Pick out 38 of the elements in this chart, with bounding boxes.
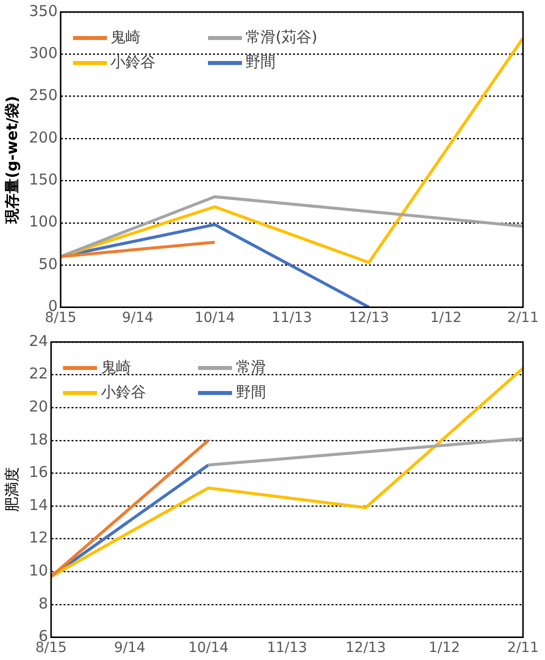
legend-label: 常滑: [236, 358, 266, 377]
y-tick-label: 24: [28, 332, 48, 350]
y-tick-label: 14: [28, 496, 48, 514]
y-tick-label: 18: [28, 430, 48, 448]
legend-label: 鬼崎: [110, 28, 141, 47]
y-tick-label: 100: [28, 212, 58, 231]
y-axis-title: 現存量(g-wet/袋): [2, 96, 21, 224]
legend-label: 野間: [236, 383, 266, 402]
legend-label: 常滑(苅谷): [246, 28, 318, 47]
y-tick-label: 250: [28, 86, 58, 104]
y-tick-label: 10: [28, 561, 48, 580]
legend-label: 野間: [246, 53, 276, 72]
y-tick-label: 200: [28, 128, 58, 146]
x-tick-label: 12/13: [348, 310, 390, 326]
y-tick-label: 16: [28, 463, 48, 482]
legend-label: 小鈴谷: [101, 383, 146, 402]
legend-label: 小鈴谷: [110, 53, 156, 72]
x-tick-label: 9/14: [114, 640, 146, 656]
legend-label: 鬼崎: [101, 358, 132, 377]
x-tick-label: 9/14: [122, 310, 154, 326]
x-tick-label: 2/11: [507, 640, 539, 656]
y-tick-label: 12: [28, 528, 48, 547]
x-tick-label: 12/13: [346, 640, 386, 656]
y-tick-label: 150: [28, 170, 58, 189]
y-tick-label: 300: [28, 44, 58, 62]
x-tick-label: 10/14: [194, 310, 236, 326]
x-tick-label: 11/13: [272, 310, 312, 326]
y-tick-label: 50: [38, 254, 58, 273]
y-axis-title: 肥満度: [2, 467, 21, 512]
y-tick-label: 350: [28, 2, 58, 20]
y-tick-label: 22: [28, 364, 48, 383]
x-tick-label: 10/14: [188, 640, 229, 656]
y-tick-label: 8: [38, 594, 48, 612]
y-tick-label: 20: [28, 397, 48, 416]
x-tick-label: 1/12: [428, 640, 460, 656]
x-tick-label: 11/13: [266, 640, 308, 656]
x-tick-label: 2/11: [507, 310, 539, 326]
x-tick-label: 1/12: [430, 310, 462, 326]
